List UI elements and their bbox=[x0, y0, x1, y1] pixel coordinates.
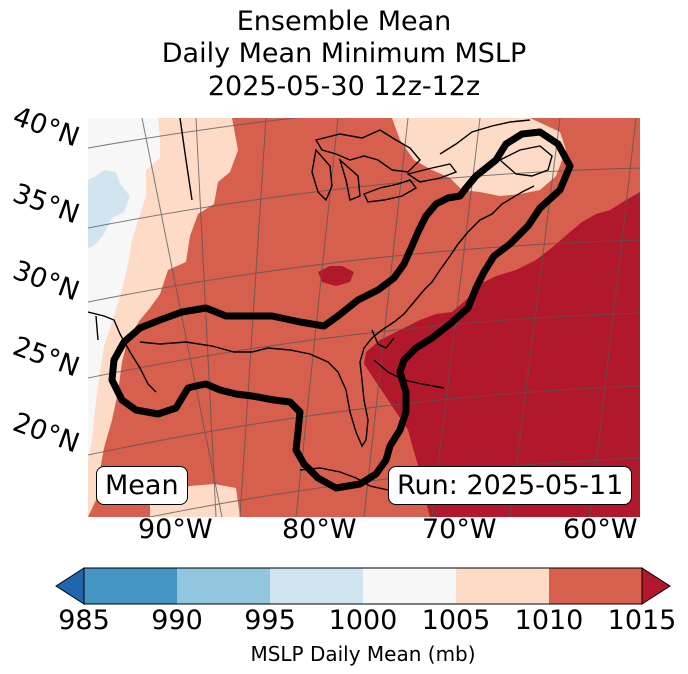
colorbar-segment bbox=[84, 568, 178, 604]
field-gt1015-inland bbox=[318, 266, 354, 286]
colorbar-label: MSLP Daily Mean (mb) bbox=[250, 642, 476, 666]
colorbar-tick-label: 1000 bbox=[328, 605, 398, 636]
colorbar-segment bbox=[177, 568, 271, 604]
colorbar-segment bbox=[549, 568, 643, 604]
graticule bbox=[88, 118, 640, 517]
colorbar-outline bbox=[83, 567, 643, 605]
title-line-1: Ensemble Mean bbox=[236, 6, 452, 37]
annotation-run: Run: 2025-05-11 bbox=[388, 466, 633, 505]
colorbar-tick-label: 1010 bbox=[514, 605, 584, 636]
field-gt1015-dot bbox=[428, 392, 438, 400]
annotation-mean: Mean bbox=[96, 466, 188, 505]
colorbar-segment bbox=[456, 568, 550, 604]
field-lt1000 bbox=[88, 170, 130, 248]
colorbar-tick-label: 995 bbox=[244, 605, 296, 636]
field-gt1015-east bbox=[364, 192, 640, 517]
colorbar-segment bbox=[270, 568, 364, 604]
ensemble-contour bbox=[108, 128, 574, 492]
colorbar-tick-label: 990 bbox=[151, 605, 203, 636]
lon-label-80w: 80°W bbox=[282, 514, 357, 545]
colorbar-tick-label: 1015 bbox=[607, 605, 677, 636]
lon-label-60w: 60°W bbox=[563, 514, 638, 545]
colorbar-over-arrow bbox=[641, 567, 671, 605]
title-line-3: 2025-05-30 12z-12z bbox=[207, 71, 481, 102]
colorbar-segment bbox=[363, 568, 457, 604]
colorbar-tick-label: 1005 bbox=[421, 605, 491, 636]
lon-label-70w: 70°W bbox=[422, 514, 497, 545]
coastlines bbox=[88, 118, 553, 495]
colorbar bbox=[55, 567, 671, 605]
colorbar-under-arrow bbox=[55, 567, 85, 605]
lon-label-90w: 90°W bbox=[138, 514, 213, 545]
colorbar-tick-label: 985 bbox=[58, 605, 110, 636]
title-line-2: Daily Mean Minimum MSLP bbox=[161, 38, 527, 69]
